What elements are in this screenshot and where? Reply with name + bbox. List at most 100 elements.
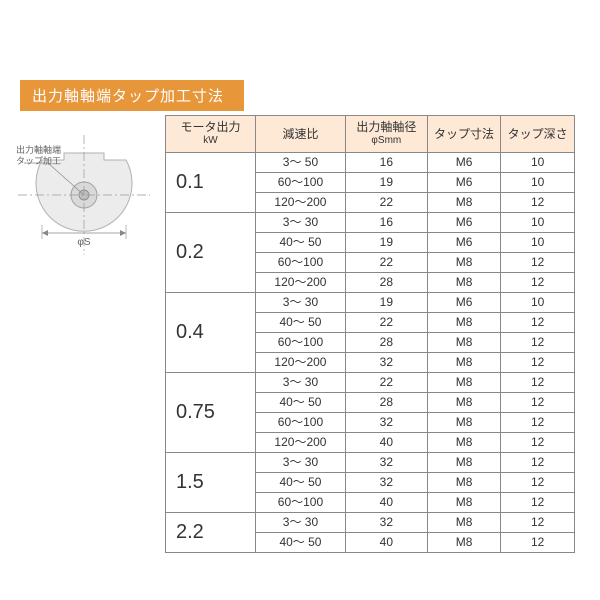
col-motor: モータ出力kW: [166, 116, 256, 153]
depth-cell: 10: [501, 153, 575, 173]
dia-cell: 22: [345, 193, 427, 213]
dia-cell: 22: [345, 373, 427, 393]
dia-cell: 28: [345, 333, 427, 353]
table-row: 2.23～ 3032M812: [166, 513, 575, 533]
depth-cell: 10: [501, 213, 575, 233]
tap-cell: M8: [427, 333, 501, 353]
dia-cell: 19: [345, 173, 427, 193]
depth-cell: 12: [501, 533, 575, 553]
spec-table: モータ出力kW 減速比 出力軸軸径φSmm タップ寸法 タップ深さ 0.13～ …: [165, 115, 575, 553]
col-dia: 出力軸軸径φSmm: [345, 116, 427, 153]
shaft-diagram: φS 出力軸軸端タップ加工: [18, 115, 150, 265]
tap-cell: M6: [427, 293, 501, 313]
depth-cell: 10: [501, 173, 575, 193]
ratio-cell: 40～ 50: [255, 533, 345, 553]
depth-cell: 12: [501, 373, 575, 393]
ratio-cell: 120～200: [255, 353, 345, 373]
tap-cell: M8: [427, 413, 501, 433]
tap-cell: M8: [427, 493, 501, 513]
depth-cell: 12: [501, 453, 575, 473]
dia-cell: 32: [345, 413, 427, 433]
ratio-cell: 40～ 50: [255, 473, 345, 493]
tap-cell: M8: [427, 313, 501, 333]
depth-cell: 12: [501, 353, 575, 373]
dia-cell: 40: [345, 433, 427, 453]
dia-cell: 22: [345, 313, 427, 333]
table-row: 0.753～ 3022M812: [166, 373, 575, 393]
table-body: 0.13～ 5016M61060～10019M610120～20022M8120…: [166, 153, 575, 553]
ratio-cell: 3～ 30: [255, 373, 345, 393]
dia-cell: 32: [345, 453, 427, 473]
dia-cell: 16: [345, 213, 427, 233]
dia-cell: 19: [345, 293, 427, 313]
tap-cell: M8: [427, 393, 501, 413]
dia-cell: 22: [345, 253, 427, 273]
motor-cell: 1.5: [166, 453, 256, 513]
table-head: モータ出力kW 減速比 出力軸軸径φSmm タップ寸法 タップ深さ: [166, 116, 575, 153]
ratio-cell: 3～ 50: [255, 153, 345, 173]
tap-cell: M8: [427, 453, 501, 473]
ratio-cell: 120～200: [255, 433, 345, 453]
tap-cell: M8: [427, 373, 501, 393]
col-depth: タップ深さ: [501, 116, 575, 153]
motor-cell: 0.4: [166, 293, 256, 373]
phi-s-label: φS: [77, 237, 90, 248]
depth-cell: 12: [501, 333, 575, 353]
depth-cell: 12: [501, 313, 575, 333]
depth-cell: 12: [501, 273, 575, 293]
ratio-cell: 3～ 30: [255, 293, 345, 313]
table-row: 0.43～ 3019M610: [166, 293, 575, 313]
tap-cell: M8: [427, 533, 501, 553]
ratio-cell: 40～ 50: [255, 233, 345, 253]
motor-cell: 0.75: [166, 373, 256, 453]
dia-cell: 28: [345, 273, 427, 293]
tap-cell: M6: [427, 233, 501, 253]
table-row: 1.53～ 3032M812: [166, 453, 575, 473]
ratio-cell: 3～ 30: [255, 453, 345, 473]
table-row: 0.23～ 3016M610: [166, 213, 575, 233]
depth-cell: 10: [501, 233, 575, 253]
col-ratio: 減速比: [255, 116, 345, 153]
tap-cell: M8: [427, 193, 501, 213]
tap-cell: M8: [427, 513, 501, 533]
ratio-cell: 120～200: [255, 273, 345, 293]
tap-cell: M6: [427, 153, 501, 173]
tap-cell: M8: [427, 473, 501, 493]
depth-cell: 12: [501, 433, 575, 453]
dia-cell: 32: [345, 473, 427, 493]
tap-cell: M8: [427, 433, 501, 453]
ratio-cell: 60～100: [255, 253, 345, 273]
dia-cell: 40: [345, 533, 427, 553]
section-title: 出力軸軸端タップ加工寸法: [20, 80, 244, 111]
depth-cell: 12: [501, 513, 575, 533]
table-row: 0.13～ 5016M610: [166, 153, 575, 173]
dia-cell: 16: [345, 153, 427, 173]
ratio-cell: 120～200: [255, 193, 345, 213]
motor-cell: 2.2: [166, 513, 256, 553]
dia-cell: 32: [345, 513, 427, 533]
ratio-cell: 3～ 30: [255, 513, 345, 533]
page: 出力軸軸端タップ加工寸法 φS 出力軸軸端タップ加工: [0, 0, 600, 600]
ratio-cell: 40～ 50: [255, 393, 345, 413]
depth-cell: 12: [501, 193, 575, 213]
depth-cell: 12: [501, 253, 575, 273]
ratio-cell: 60～100: [255, 413, 345, 433]
ratio-cell: 60～100: [255, 333, 345, 353]
ratio-cell: 3～ 30: [255, 213, 345, 233]
depth-cell: 12: [501, 493, 575, 513]
tap-cell: M8: [427, 253, 501, 273]
ratio-cell: 40～ 50: [255, 313, 345, 333]
dia-cell: 32: [345, 353, 427, 373]
motor-cell: 0.1: [166, 153, 256, 213]
motor-cell: 0.2: [166, 213, 256, 293]
col-tap: タップ寸法: [427, 116, 501, 153]
tap-cell: M6: [427, 173, 501, 193]
ratio-cell: 60～100: [255, 173, 345, 193]
depth-cell: 12: [501, 393, 575, 413]
depth-cell: 10: [501, 293, 575, 313]
dia-cell: 19: [345, 233, 427, 253]
spec-table-wrap: モータ出力kW 減速比 出力軸軸径φSmm タップ寸法 タップ深さ 0.13～ …: [165, 115, 575, 553]
dia-cell: 40: [345, 493, 427, 513]
depth-cell: 12: [501, 473, 575, 493]
diagram-callout: 出力軸軸端タップ加工: [16, 145, 61, 167]
